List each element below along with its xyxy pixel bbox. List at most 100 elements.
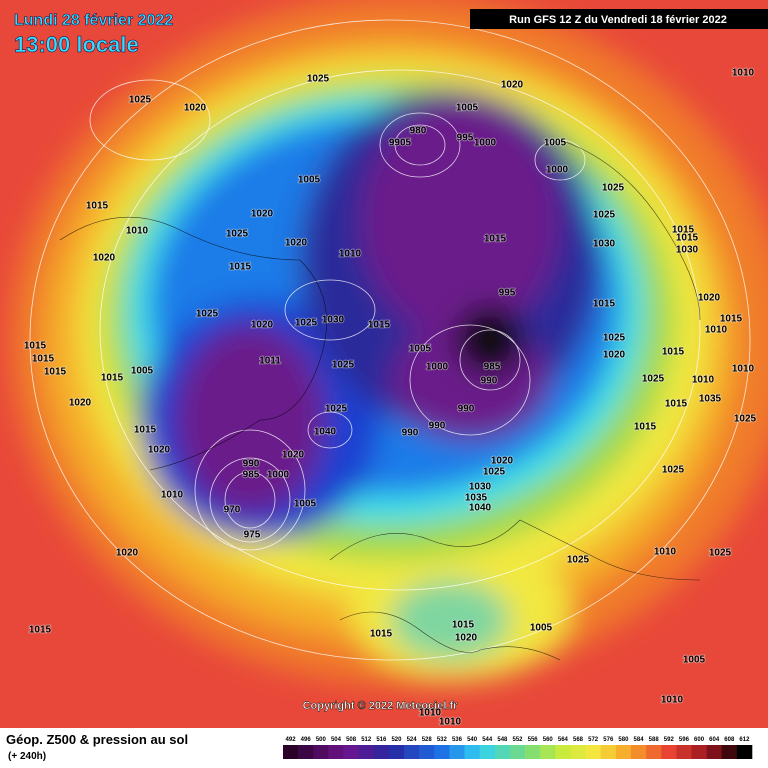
isobar-label: 1040 — [314, 427, 337, 438]
isobar-label: 1005 — [409, 344, 432, 355]
isobar-label: 1025 — [734, 414, 757, 425]
isobar-label: 1005 — [298, 175, 321, 186]
isobar-label: 990 — [402, 428, 419, 439]
isobar-label: 1015 — [484, 234, 507, 245]
colorbar-cell — [721, 745, 738, 759]
colorbar-tick-label: 536 — [452, 737, 463, 743]
isobar-label: 1015 — [662, 347, 685, 358]
colorbar-cell — [585, 745, 602, 759]
colorbar-tick-label: 552 — [512, 737, 523, 743]
colorbar-tick-label: 492 — [286, 737, 297, 743]
isobar-label: 1020 — [69, 398, 92, 409]
colorbar-tick-label: 512 — [361, 737, 372, 743]
isobar-label: 1015 — [593, 299, 616, 310]
isobar-label: 1010 — [692, 375, 715, 386]
colorbar-cell — [706, 745, 723, 759]
run-info: Run GFS 12 Z du Vendredi 18 février 2022 — [509, 14, 727, 26]
colorbar-cell — [358, 745, 375, 759]
isobar-label: 1010 — [661, 695, 684, 706]
colorbar-tick-label: 600 — [694, 737, 705, 743]
isobar-label: 990 — [481, 376, 498, 387]
isobar-label: 1020 — [184, 103, 207, 114]
colorbar-cell — [570, 745, 586, 759]
colorbar-cell — [404, 745, 420, 759]
isobar-label: 1020 — [93, 253, 116, 264]
isobar-label: 995 — [499, 288, 516, 299]
colorbar-cell — [661, 745, 677, 759]
isobar-label: 1015 — [665, 399, 688, 410]
isobar-label: 1025 — [567, 555, 590, 566]
colorbar-cell — [434, 745, 450, 759]
colorbar-cell — [509, 745, 526, 759]
isobar-label: 1010 — [419, 708, 442, 719]
colorbar-cell — [313, 745, 329, 759]
colorbar-tick-label: 560 — [543, 737, 554, 743]
colorbar-cell — [494, 745, 511, 759]
colorbar-cell — [419, 745, 435, 759]
date: Lundi 28 février 2022 — [14, 12, 173, 29]
isobar-label: 1015 — [32, 354, 55, 365]
isobar-label: 1040 — [469, 503, 492, 514]
colorbar-cell — [328, 745, 344, 759]
isobar-label: 1020 — [491, 456, 514, 467]
isobar-label: 980 — [410, 126, 427, 137]
isobar-label: 1015 — [720, 314, 743, 325]
isobar-label: 1005 — [131, 366, 154, 377]
colorbar-tick-label: 496 — [301, 737, 312, 743]
colorbar-tick-label: 500 — [316, 737, 327, 743]
copyright: Copyright © 2022 Meteociel.fr — [303, 700, 459, 712]
colorbar-cell — [540, 745, 556, 759]
colorbar-cell — [600, 745, 617, 759]
isobar-label: 1020 — [455, 633, 478, 644]
isobar-label: 1025 — [325, 404, 348, 415]
colorbar-tick-label: 572 — [588, 737, 599, 743]
isobar-label: 1015 — [86, 201, 109, 212]
run-box — [470, 9, 768, 29]
colorbar-tick-label: 612 — [739, 737, 750, 743]
isobar-label: 1015 — [24, 341, 47, 352]
isobar-label: 1005 — [530, 623, 553, 634]
colorbar-tick-label: 576 — [603, 737, 614, 743]
isobar-label: 1011 — [259, 356, 281, 367]
isobar-label: 1035 — [465, 493, 488, 504]
isobar-label: 1030 — [469, 482, 492, 493]
legend-title: Géop. Z500 & pression au sol — [6, 732, 188, 747]
isobar-label: 1015 — [676, 233, 699, 244]
isobar-label: 1010 — [126, 226, 149, 237]
colorbar-tick-label: 508 — [346, 737, 357, 743]
isobar-label: 995 — [457, 133, 474, 144]
isobar-label: 1000 — [267, 470, 290, 481]
isobar-label: 1005 — [294, 499, 317, 510]
isobar-label: 1015 — [29, 625, 52, 636]
isobar-label: 1015 — [634, 422, 657, 433]
colorbar-cell — [615, 745, 632, 759]
isobar-label: 1000 — [426, 362, 449, 373]
isobar-label: 1020 — [698, 293, 721, 304]
isobar-label: 1010 — [705, 325, 728, 336]
isobar-label: 990 — [243, 459, 260, 470]
isobar-label: 1025 — [593, 210, 616, 221]
isobar-label: 1025 — [307, 74, 330, 85]
colorbar-cell — [373, 745, 390, 759]
isobar-label: 1030 — [322, 315, 345, 326]
colorbar-tick-label: 608 — [724, 737, 735, 743]
isobar-label: 1025 — [483, 467, 506, 478]
colorbar-tick-label: 516 — [376, 737, 387, 743]
isobar-label: 1020 — [148, 445, 171, 456]
isobar-label: 1010 — [732, 364, 755, 375]
colorbar-cell — [479, 745, 496, 759]
isobar-label: 975 — [244, 530, 261, 541]
isobar-label: 1025 — [226, 229, 249, 240]
isobar-label: 1030 — [593, 239, 616, 250]
isobars — [29, 19, 751, 661]
isobar-label: 1010 — [161, 490, 184, 501]
isobar-label: 1000 — [546, 165, 569, 176]
isobar-label: 1015 — [370, 629, 393, 640]
isobar-label: 1010 — [439, 717, 462, 728]
isobar-label: 1015 — [672, 225, 695, 236]
isobar-label: 1005 — [683, 655, 706, 666]
isobar-label: 1025 — [602, 183, 625, 194]
colorbar-cell — [555, 745, 571, 759]
